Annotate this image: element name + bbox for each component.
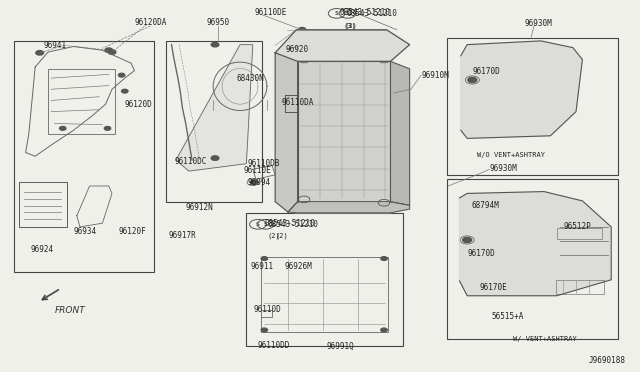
- Text: 96170D: 96170D: [472, 67, 500, 76]
- Bar: [19, 182, 67, 227]
- Polygon shape: [275, 53, 298, 212]
- Polygon shape: [275, 30, 410, 61]
- Circle shape: [60, 126, 66, 130]
- Circle shape: [298, 28, 306, 32]
- Circle shape: [463, 237, 472, 243]
- Text: 96941: 96941: [44, 41, 67, 50]
- Text: 96120D: 96120D: [125, 100, 152, 109]
- Text: 08543-51210: 08543-51210: [268, 220, 318, 229]
- Polygon shape: [461, 41, 582, 138]
- Text: 96110DA: 96110DA: [282, 98, 314, 107]
- Bar: [261, 257, 388, 332]
- Circle shape: [261, 257, 268, 260]
- Text: 96930M: 96930M: [490, 164, 517, 173]
- Text: 96924: 96924: [31, 245, 54, 254]
- Circle shape: [381, 328, 387, 332]
- Text: S: S: [256, 222, 260, 227]
- Circle shape: [261, 328, 268, 332]
- Circle shape: [36, 51, 44, 55]
- Text: (2): (2): [275, 232, 288, 239]
- Polygon shape: [390, 61, 410, 205]
- Text: (3): (3): [343, 23, 356, 29]
- Text: (2): (2): [268, 233, 280, 240]
- Text: 96170E: 96170E: [480, 283, 508, 292]
- Text: 96170D: 96170D: [467, 249, 495, 258]
- Text: 96934: 96934: [74, 227, 97, 236]
- Text: S: S: [346, 11, 349, 16]
- Text: 96994: 96994: [248, 178, 271, 187]
- Circle shape: [211, 42, 219, 47]
- Text: 96110DD: 96110DD: [258, 341, 291, 350]
- Text: 08543-51210: 08543-51210: [339, 8, 390, 17]
- Polygon shape: [460, 192, 611, 296]
- Polygon shape: [176, 45, 253, 171]
- Text: FRONT: FRONT: [54, 306, 85, 315]
- Text: (3): (3): [344, 23, 357, 29]
- Text: 96110DB: 96110DB: [248, 159, 280, 168]
- Circle shape: [105, 48, 113, 52]
- Bar: [14, 41, 154, 272]
- Text: 96917R: 96917R: [169, 231, 196, 240]
- Circle shape: [104, 126, 111, 130]
- Circle shape: [118, 73, 125, 77]
- Text: J9690188: J9690188: [589, 356, 626, 365]
- Polygon shape: [298, 61, 390, 202]
- Text: 96911: 96911: [251, 262, 274, 271]
- Bar: [447, 38, 618, 175]
- Text: 96926M: 96926M: [284, 262, 312, 271]
- Bar: [447, 179, 618, 339]
- Polygon shape: [288, 202, 410, 213]
- Bar: [557, 228, 602, 239]
- Text: 96120F: 96120F: [118, 227, 146, 236]
- Text: W/O VENT+ASHTRAY: W/O VENT+ASHTRAY: [477, 153, 545, 158]
- Text: S: S: [264, 222, 268, 227]
- Text: 96110DC: 96110DC: [174, 157, 207, 166]
- Text: 96920: 96920: [285, 45, 308, 54]
- Text: 96512P: 96512P: [563, 222, 591, 231]
- Text: 96910M: 96910M: [421, 71, 449, 80]
- Bar: [246, 213, 403, 346]
- Text: 96120DA: 96120DA: [134, 18, 166, 27]
- Text: S: S: [335, 11, 339, 16]
- Text: 96930M: 96930M: [525, 19, 552, 28]
- Circle shape: [250, 180, 258, 185]
- Circle shape: [108, 50, 116, 54]
- Text: 96912N: 96912N: [186, 203, 213, 212]
- Text: 08543-51210: 08543-51210: [265, 219, 316, 228]
- Text: W/ VENT+ASHTRAY: W/ VENT+ASHTRAY: [513, 336, 577, 341]
- Circle shape: [122, 89, 128, 93]
- Text: 68794M: 68794M: [471, 201, 499, 210]
- Text: 96110DE: 96110DE: [255, 8, 287, 17]
- Text: 96950: 96950: [206, 18, 229, 27]
- Text: 68430N: 68430N: [237, 74, 264, 83]
- Text: 56515+A: 56515+A: [492, 312, 524, 321]
- Circle shape: [468, 77, 477, 83]
- Bar: [556, 280, 604, 294]
- Circle shape: [211, 156, 219, 160]
- Text: 96110E: 96110E: [243, 166, 271, 174]
- Text: 96991Q: 96991Q: [326, 341, 354, 350]
- Text: 96110D: 96110D: [253, 305, 281, 314]
- Circle shape: [381, 257, 387, 260]
- Text: 08543-51210: 08543-51210: [347, 9, 397, 18]
- Bar: [166, 41, 262, 202]
